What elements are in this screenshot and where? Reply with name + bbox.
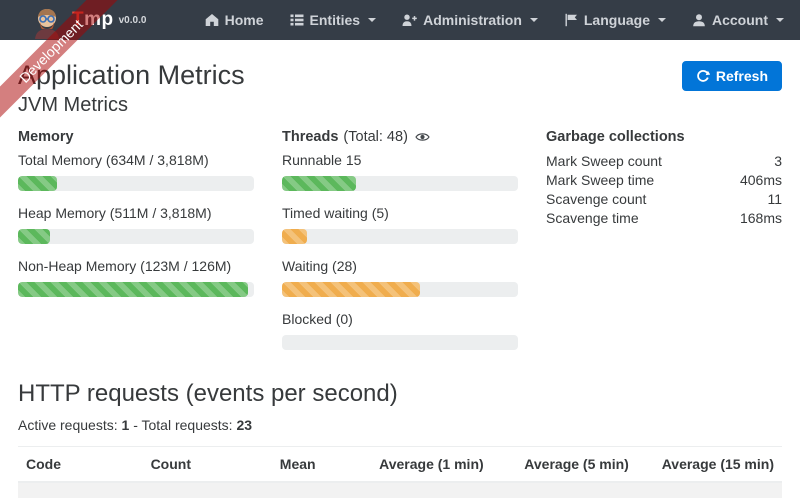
- progress-track: [282, 176, 518, 191]
- gc-label: Scavenge count: [546, 191, 647, 207]
- nav-menu: Home Entities Administration: [205, 12, 784, 28]
- chevron-down-icon: [658, 18, 666, 22]
- metric-label: Blocked (0): [282, 311, 353, 327]
- gc-value: 406ms: [739, 172, 782, 188]
- cell-mean: 0.35: [232, 482, 324, 498]
- home-icon: [205, 14, 218, 26]
- col-header-avg5: Average (5 min): [491, 446, 637, 483]
- progress-bar: [18, 282, 249, 297]
- user-plus-icon: [402, 14, 417, 26]
- memory-metric: Heap Memory (511M / 3,818M): [18, 205, 254, 244]
- col-header-avg1: Average (1 min): [323, 446, 492, 483]
- memory-column: Memory Total Memory (634M / 3,818M) Heap…: [18, 129, 254, 364]
- thread-metric: Blocked (0): [282, 311, 518, 350]
- progress-track: [18, 176, 254, 191]
- nav-item-administration[interactable]: Administration: [402, 12, 538, 28]
- entities-list-icon: [290, 14, 304, 26]
- progress-bar: [282, 176, 356, 191]
- metric-label: Non-Heap Memory (123M / 126M): [18, 258, 232, 274]
- progress-bar: [282, 229, 307, 244]
- metric-label: Timed waiting (5): [282, 205, 389, 221]
- cell-code: Ok: [18, 482, 110, 498]
- gc-column: Garbage collections Mark Sweep count 3 M…: [546, 129, 782, 364]
- http-requests-title: HTTP requests (events per second): [18, 380, 398, 407]
- gc-row: Scavenge time 168ms: [546, 209, 782, 228]
- cell-avg5: 2.32: [492, 482, 637, 498]
- gc-label: Scavenge time: [546, 210, 639, 226]
- threads-column: Threads (Total: 48) Runnable 15 Timed wa…: [282, 129, 518, 364]
- chevron-down-icon: [776, 18, 784, 22]
- gc-value: 168ms: [739, 210, 782, 226]
- active-requests-value: 1: [121, 417, 130, 433]
- gc-label: Mark Sweep time: [546, 172, 655, 188]
- nav-item-language[interactable]: Language: [564, 12, 666, 28]
- memory-metric: Non-Heap Memory (123M / 126M): [18, 258, 254, 297]
- eye-icon[interactable]: [415, 131, 430, 143]
- gc-row: Scavenge count 11: [546, 190, 782, 209]
- http-requests-table: Code Count Mean Average (1 min) Average …: [18, 446, 782, 498]
- user-icon: [693, 14, 705, 27]
- memory-metric: Total Memory (634M / 3,818M): [18, 152, 254, 191]
- cell-avg15: 2.63: [637, 482, 782, 498]
- page-title: Application Metrics: [18, 60, 245, 90]
- gc-title: Garbage collections: [546, 129, 685, 145]
- progress-track: [282, 282, 518, 297]
- col-header-avg15: Average (15 min): [636, 446, 782, 483]
- metric-label: Total Memory (634M / 3,818M): [18, 152, 209, 168]
- memory-title: Memory: [18, 129, 74, 145]
- thread-metric: Waiting (28): [282, 258, 518, 297]
- table-header-row: Code Count Mean Average (1 min) Average …: [18, 446, 782, 483]
- cell-avg1: 1.14: [324, 482, 492, 498]
- metric-label: Heap Memory (511M / 3,818M): [18, 205, 212, 221]
- metric-label: Runnable 15: [282, 152, 362, 168]
- gc-value: 3: [774, 153, 782, 169]
- nav-item-entities[interactable]: Entities: [290, 12, 377, 28]
- refresh-icon: [697, 69, 710, 82]
- main-content: Application Metrics Refresh JVM Metrics …: [0, 60, 800, 498]
- progress-track: [282, 335, 518, 350]
- col-header-code: Code: [18, 446, 110, 483]
- cell-count: [110, 482, 232, 498]
- gc-label: Mark Sweep count: [546, 153, 662, 169]
- nav-item-account[interactable]: Account: [692, 12, 784, 28]
- hipster-avatar-logo: [35, 8, 59, 39]
- thread-metric: Runnable 15: [282, 152, 518, 191]
- gc-row: Mark Sweep time 406ms: [546, 171, 782, 190]
- brand-version: v0.0.0: [118, 14, 147, 26]
- gc-row: Mark Sweep count 3: [546, 152, 782, 171]
- progress-track: [18, 282, 254, 297]
- flag-icon: [565, 13, 577, 27]
- total-requests-value: 23: [236, 417, 253, 433]
- progress-track: [18, 229, 254, 244]
- progress-track: [282, 229, 518, 244]
- threads-total: (Total: 48): [343, 129, 408, 145]
- thread-metric: Timed waiting (5): [282, 205, 518, 244]
- jvm-metrics-title: JVM Metrics: [18, 94, 128, 116]
- progress-bar: [18, 229, 50, 244]
- col-header-count: Count: [109, 446, 232, 483]
- http-requests-summary: Active requests: 1 - Total requests: 23: [18, 417, 253, 433]
- metric-label: Waiting (28): [282, 258, 357, 274]
- table-row: Ok 0.35 1.14 2.32 2.63: [18, 482, 782, 498]
- gc-value: 11: [767, 191, 782, 207]
- threads-title: Threads (Total: 48): [282, 129, 518, 145]
- refresh-button[interactable]: Refresh: [681, 60, 782, 91]
- brand[interactable]: Tmp v0.0.0: [30, 2, 146, 39]
- top-navbar: Tmp v0.0.0 Home Entities: [0, 0, 800, 40]
- progress-bar: [282, 282, 420, 297]
- brand-title: Tmp: [72, 9, 114, 30]
- col-header-mean: Mean: [231, 446, 324, 483]
- chevron-down-icon: [368, 18, 377, 22]
- progress-bar: [18, 176, 58, 191]
- nav-item-home[interactable]: Home: [205, 12, 264, 28]
- chevron-down-icon: [529, 18, 538, 22]
